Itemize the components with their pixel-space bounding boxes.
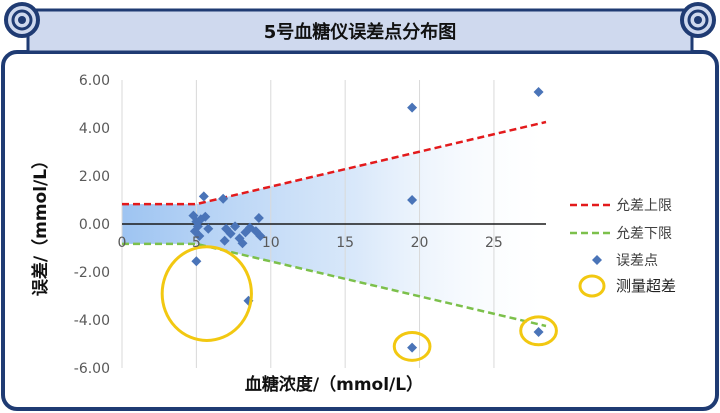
over-tolerance-circle: [160, 245, 253, 342]
legend-error-point: 误差点: [592, 253, 658, 269]
y-tick-label: 4.00: [79, 121, 110, 137]
upper-limit-line: [122, 120, 547, 206]
error-point: [407, 195, 418, 205]
svg-text:误差点: 误差点: [616, 253, 658, 269]
error-point: [191, 256, 202, 267]
error-point: [218, 193, 229, 204]
y-tick-label: -4.00: [74, 313, 110, 329]
error-point: [250, 226, 261, 237]
error-point: [407, 342, 418, 353]
x-tick-label: 20: [411, 235, 429, 251]
error-point: [533, 87, 544, 97]
y-tick-label: -2.00: [74, 265, 110, 281]
y-tick-label: -6.00: [74, 361, 110, 377]
error-point: [198, 191, 209, 202]
x-axis-title: 血糖浓度/（mmol/L）: [245, 374, 423, 395]
x-tick-label: 15: [336, 235, 354, 251]
y-tick-label: 0.00: [79, 217, 110, 233]
over-tolerance-circle: [519, 315, 558, 347]
chart-title: 5号血糖仪误差点分布图: [264, 21, 457, 43]
y-tick-label: 6.00: [79, 73, 110, 89]
error-point: [200, 211, 211, 222]
svg-text:允差下限: 允差下限: [616, 226, 672, 242]
error-point: [533, 327, 544, 337]
error-point: [219, 235, 230, 246]
error-point: [407, 102, 418, 113]
error-point: [194, 231, 205, 241]
corner-ornament-icon: [4, 2, 40, 38]
error-point: [230, 221, 241, 232]
error-point: [253, 213, 264, 223]
error-point: [255, 231, 266, 241]
y-axis-title: 误差/（mmol/L）: [30, 152, 51, 296]
y-tick-label: 2.00: [79, 169, 110, 185]
x-tick-label: 0: [118, 235, 127, 251]
legend-circle-icon: [578, 274, 606, 298]
legend-lower-limit: 允差下限: [570, 226, 672, 242]
title-banner: [26, 8, 694, 54]
over-tolerance-circle: [392, 330, 432, 362]
svg-text:允差上限: 允差上限: [616, 198, 672, 214]
corner-ornament-icon: [680, 2, 716, 38]
x-tick-label: 10: [262, 235, 280, 251]
legend-upper-limit: 允差上限: [570, 198, 672, 214]
svg-text:测量超差: 测量超差: [616, 277, 676, 295]
x-tick-label: 25: [485, 235, 503, 251]
legend-over-tolerance: 测量超差: [578, 274, 676, 298]
legend-diamond-icon: [592, 255, 602, 265]
error-point: [203, 223, 214, 234]
error-point: [225, 228, 236, 239]
x-tick-label: 5: [192, 235, 201, 251]
error-point: [237, 238, 248, 249]
lower-limit-line: [122, 242, 547, 328]
